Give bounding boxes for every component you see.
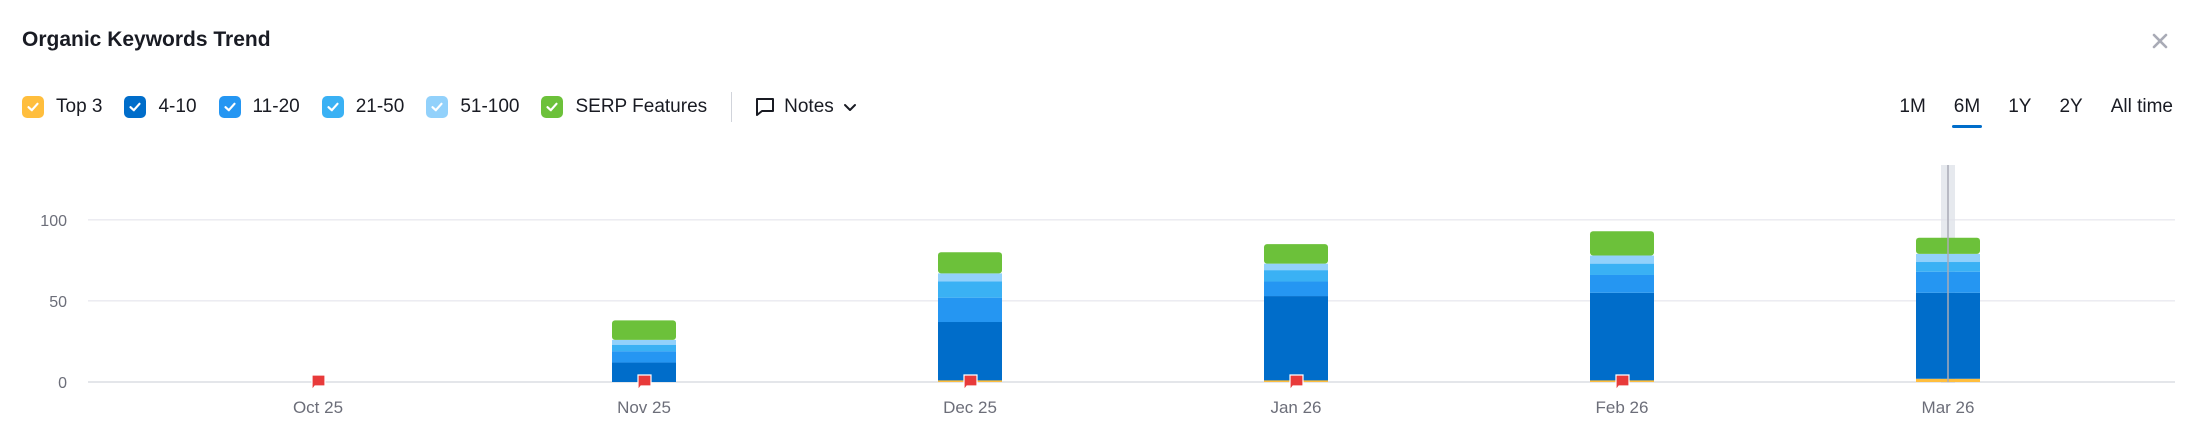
- legend-label-serp-features: SERP Features: [575, 96, 708, 117]
- bar-segment: [1590, 231, 1654, 256]
- bar-segment: [938, 297, 1002, 323]
- bar-segment: [938, 281, 1002, 298]
- bar-segment: [1264, 281, 1328, 297]
- legend-item-21-50[interactable]: 21-50: [321, 96, 405, 118]
- x-tick-label: Dec 25: [943, 398, 997, 417]
- bar-segment: [1590, 292, 1654, 381]
- check-icon: [327, 102, 339, 112]
- bar-segment: [938, 322, 1002, 381]
- checkbox-top3[interactable]: [22, 96, 44, 118]
- legend-divider: [731, 92, 733, 122]
- range-1m[interactable]: 1M: [1899, 96, 1926, 117]
- check-icon: [431, 102, 443, 112]
- x-tick-label: Feb 26: [1596, 398, 1649, 417]
- bar-segment: [612, 362, 676, 382]
- bar-segment: [938, 252, 1002, 274]
- legend-item-top3[interactable]: Top 3: [22, 96, 102, 118]
- bar-segment: [612, 351, 676, 363]
- x-tick-label: Mar 26: [1922, 398, 1975, 417]
- legend-label-21-50: 21-50: [355, 96, 405, 117]
- bar-segment: [1264, 263, 1328, 271]
- checkbox-11-20[interactable]: [218, 96, 241, 118]
- check-icon: [27, 102, 39, 112]
- range-6m[interactable]: 6M: [1951, 96, 1983, 128]
- bar-segment: [612, 320, 676, 340]
- bar-segment: [1264, 270, 1328, 282]
- bar-segment: [1264, 244, 1328, 264]
- y-tick-label: 50: [49, 294, 67, 311]
- checkbox-serp-features[interactable]: [541, 96, 564, 118]
- bar-segment: [1590, 263, 1654, 275]
- range-1y[interactable]: 1Y: [2008, 96, 2032, 117]
- checkbox-4-10[interactable]: [124, 96, 147, 118]
- bar-segment: [1590, 255, 1654, 264]
- check-icon: [223, 102, 236, 112]
- legend-item-51-100[interactable]: 51-100: [426, 96, 519, 118]
- y-tick-label: 100: [40, 213, 67, 230]
- note-flag-shape: [1615, 374, 1630, 392]
- note-flag-icon[interactable]: [1289, 374, 1304, 392]
- notes-label: Notes: [784, 96, 834, 117]
- checkbox-51-100[interactable]: [426, 96, 449, 118]
- page-title: Organic Keywords Trend: [22, 28, 271, 51]
- range-2y[interactable]: 2Y: [2059, 96, 2083, 117]
- date-range-selector: 1M 6M 1Y 2Y All time: [1873, 92, 2175, 128]
- note-flag-icon[interactable]: [963, 374, 978, 392]
- check-icon: [546, 102, 559, 112]
- y-tick-label: 0: [58, 375, 67, 392]
- legend-item-4-10[interactable]: 4-10: [124, 96, 197, 118]
- legend-label-11-20: 11-20: [252, 96, 300, 117]
- note-flag-shape: [637, 374, 652, 392]
- bar-segment: [612, 344, 676, 352]
- note-flag-icon[interactable]: [311, 374, 326, 392]
- checkbox-21-50[interactable]: [321, 96, 344, 118]
- note-flag-shape: [311, 374, 326, 392]
- check-icon: [129, 102, 142, 112]
- bar-segment: [1264, 296, 1328, 381]
- x-tick-label: Nov 25: [617, 398, 671, 417]
- bar-segment: [1590, 274, 1654, 293]
- legend-label-4-10: 4-10: [158, 96, 197, 117]
- bar-segment: [938, 273, 1002, 282]
- note-icon: [756, 98, 775, 116]
- bar-segment: [612, 339, 676, 345]
- x-tick-label: Oct 25: [293, 398, 343, 417]
- note-flag-shape: [963, 374, 978, 392]
- legend-label-51-100: 51-100: [460, 96, 520, 117]
- x-tick-label: Jan 26: [1270, 398, 1321, 417]
- note-flag-icon[interactable]: [637, 374, 652, 392]
- legend-item-serp-features[interactable]: SERP Features: [541, 96, 707, 118]
- legend-label-top3: Top 3: [56, 96, 103, 117]
- legend-item-11-20[interactable]: 11-20: [218, 96, 300, 118]
- range-all-time[interactable]: All time: [2110, 96, 2173, 117]
- notes-dropdown[interactable]: Notes: [754, 96, 858, 118]
- note-flag-shape: [1289, 374, 1304, 392]
- note-flag-icon[interactable]: [1615, 374, 1630, 392]
- legend: Top 3 4-10 11-20 21-50 51-100 SERP Featu…: [22, 92, 858, 122]
- chevron-down-icon: [843, 104, 856, 111]
- close-icon[interactable]: [2149, 30, 2171, 52]
